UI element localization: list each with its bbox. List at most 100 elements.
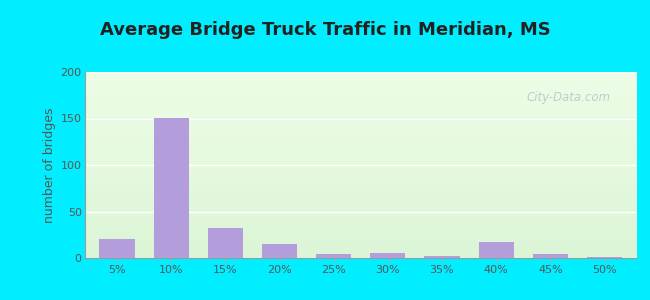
Bar [84,87,637,89]
Bar [84,158,637,159]
Bar [84,126,637,128]
Bar [84,206,637,208]
Bar [84,187,637,189]
Bar [84,171,637,172]
Bar [262,244,297,258]
Bar [84,106,637,107]
Bar [84,245,637,247]
Bar [316,254,351,258]
Bar [99,239,135,258]
Bar [84,208,637,210]
Bar [84,145,637,146]
Bar [84,204,637,206]
Bar [84,137,637,139]
Bar [84,191,637,193]
Bar [84,221,637,223]
Bar [84,178,637,180]
Bar [84,130,637,131]
Bar [84,223,637,224]
Bar [587,257,622,258]
Bar [84,100,637,102]
Bar [84,215,637,217]
Bar [478,242,514,258]
Bar [84,226,637,228]
Y-axis label: number of bridges: number of bridges [44,107,57,223]
Bar [84,120,637,122]
Bar [84,80,637,81]
Bar [84,196,637,199]
Bar [84,156,637,158]
Bar [84,199,637,200]
Bar [84,200,637,202]
Bar [84,169,637,171]
Bar [84,76,637,78]
Bar [84,148,637,150]
Bar [84,172,637,174]
Bar [84,118,637,120]
Bar [84,131,637,134]
Bar [84,89,637,91]
Bar [84,134,637,135]
Bar [84,139,637,141]
Bar [84,176,637,178]
Bar [84,78,637,80]
Text: Average Bridge Truck Traffic in Meridian, MS: Average Bridge Truck Traffic in Meridian… [99,21,551,39]
Bar [533,254,568,258]
Bar [84,135,637,137]
Bar [84,115,637,117]
Bar [84,94,637,96]
Bar [84,180,637,182]
Bar [84,128,637,130]
Bar [84,182,637,184]
Bar [84,219,637,221]
Bar [84,107,637,109]
Bar [84,143,637,145]
Bar [84,202,637,204]
Bar [84,113,637,115]
Bar [370,253,406,258]
Bar [84,152,637,154]
Bar [84,102,637,103]
Bar [84,212,637,213]
Bar [84,236,637,238]
Bar [84,163,637,165]
Bar [84,210,637,212]
Bar [84,146,637,148]
Bar [84,247,637,249]
Bar [84,241,637,243]
Bar [84,250,637,252]
Bar [84,230,637,232]
Bar [84,74,637,76]
Bar [84,159,637,161]
Bar [84,72,637,74]
Bar [84,189,637,191]
Bar [208,228,243,258]
Bar [84,195,637,197]
Bar [84,117,637,118]
Bar [424,256,460,258]
Bar [84,193,637,195]
Bar [84,154,637,156]
Bar [84,234,637,236]
Bar [84,161,637,163]
Bar [84,81,637,83]
Bar [84,232,637,234]
Bar [84,150,637,152]
Bar [84,92,637,94]
Bar [84,217,637,219]
Bar [84,111,637,113]
Bar [84,83,637,85]
Bar [84,256,637,258]
Bar [84,91,637,92]
Bar [84,96,637,98]
Bar [84,249,637,250]
Bar [84,184,637,185]
Text: City-Data.com: City-Data.com [526,91,610,103]
Bar [84,238,637,239]
Bar [84,224,637,226]
Bar [84,174,637,176]
Bar [84,252,637,254]
Bar [84,85,637,87]
Bar [84,167,637,169]
Bar [84,98,637,100]
